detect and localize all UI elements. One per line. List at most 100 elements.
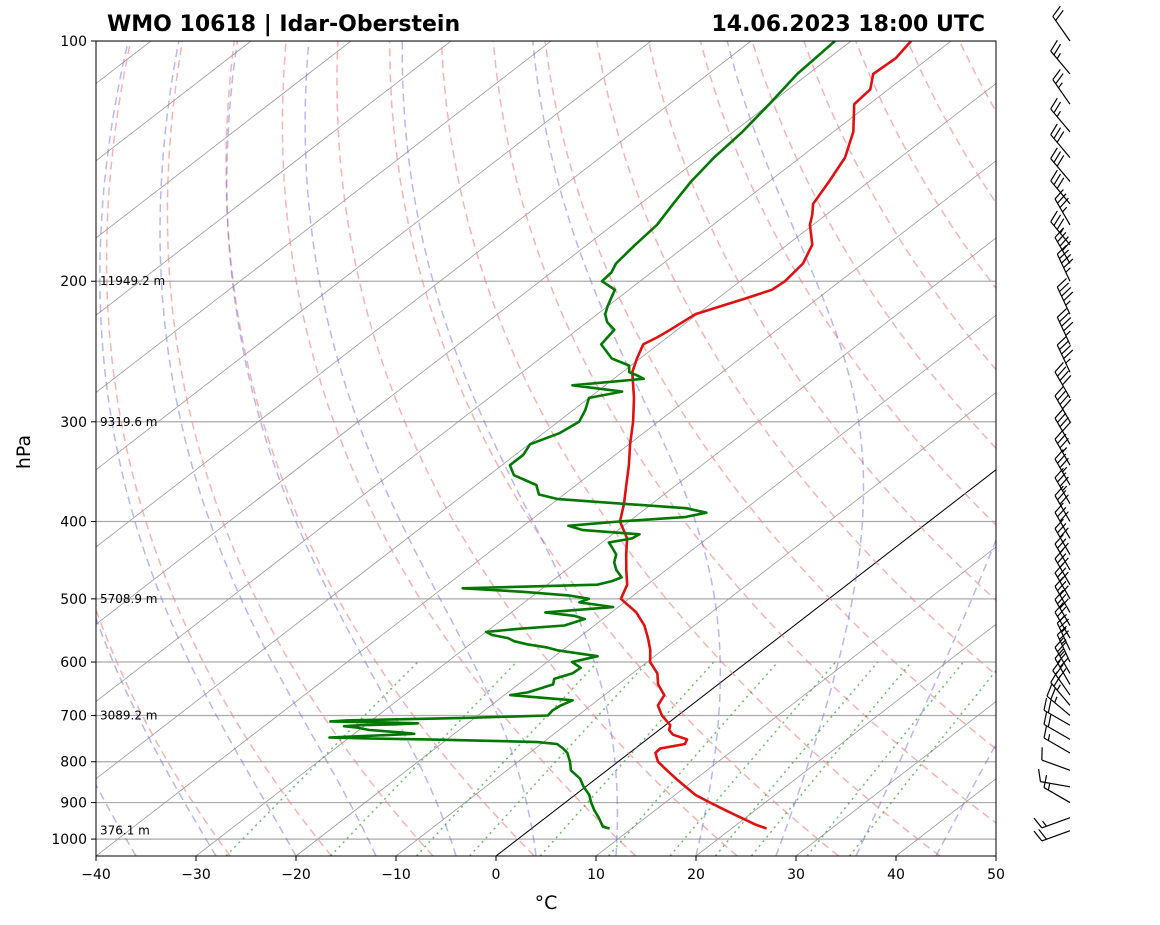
isotherm-line <box>96 41 852 625</box>
isotherm-line <box>96 41 252 162</box>
isotherm-line <box>96 41 552 393</box>
dry-adiabat <box>595 41 996 676</box>
height-label: 5708.9 m <box>100 592 158 606</box>
dry-adiabat <box>1115 41 1160 856</box>
temperature-line <box>618 41 912 830</box>
dry-adiabat <box>281 41 637 856</box>
wind-barb <box>1054 467 1071 505</box>
x-tick-label: 0 <box>492 867 501 883</box>
isotherm-line <box>795 700 996 856</box>
dry-adiabat <box>105 41 333 856</box>
dry-adiabat <box>647 41 996 602</box>
wind-barb <box>1052 659 1071 696</box>
x-tick-label: −30 <box>181 867 211 883</box>
wind-barb <box>1041 747 1071 771</box>
isotherm-line <box>96 82 996 780</box>
wind-barb <box>1052 5 1071 42</box>
wind-barb <box>1054 449 1071 486</box>
wind-barb <box>1056 308 1074 345</box>
dry-adiabat <box>544 41 996 750</box>
plot-frame <box>95 40 997 857</box>
moist-adiabat <box>532 41 722 856</box>
wind-barb <box>1050 97 1071 133</box>
x-tick-label: 30 <box>787 867 805 883</box>
mixing-ratio-line <box>669 661 837 856</box>
y-tick-label: 800 <box>60 755 87 771</box>
wind-barb <box>1054 637 1071 674</box>
moist-adiabat <box>935 742 996 856</box>
mixing-ratio-line <box>750 661 913 856</box>
moist-adiabat <box>1016 41 1160 856</box>
wind-barb <box>1050 210 1071 246</box>
wind-barb <box>1054 429 1071 466</box>
mixing-ratio-line <box>849 669 996 856</box>
wind-barb <box>1050 147 1071 182</box>
wind-barb <box>1054 485 1071 522</box>
isotherm-line <box>96 41 452 316</box>
x-tick-label: −20 <box>281 867 311 883</box>
dry-adiabat <box>225 41 535 856</box>
dry-adiabat <box>906 41 996 205</box>
moist-adiabat <box>159 41 377 856</box>
wind-barb <box>1054 385 1072 423</box>
wind-barb <box>1056 277 1074 315</box>
dry-adiabat <box>855 41 996 290</box>
axis-ticks: −40 −30 −20 −10 0 10 20 30 40 50 100 200 300 400 500 60… <box>51 34 1005 883</box>
wind-barb <box>1038 769 1071 788</box>
moist-adiabat <box>96 783 137 856</box>
wind-barb <box>1033 817 1071 829</box>
mixing-ratio-line <box>329 661 518 856</box>
y-tick-label: 900 <box>60 796 87 812</box>
dry-adiabat <box>1011 41 1160 856</box>
isotherm-line <box>895 778 996 856</box>
wind-barb <box>1056 244 1074 282</box>
chart-title-time: 14.06.2023 18:00 UTC <box>711 12 985 37</box>
wind-barb <box>1050 169 1071 205</box>
wind-barb <box>1054 502 1071 539</box>
wind-barb <box>1033 828 1071 842</box>
y-tick-label: 500 <box>60 592 87 608</box>
dry-adiabat <box>96 607 231 856</box>
mixing-ratio-line <box>714 661 879 856</box>
dry-adiabat <box>388 41 840 856</box>
height-label: 376.1 m <box>100 824 150 838</box>
x-tick-label: 40 <box>887 867 905 883</box>
wind-barb <box>1046 684 1071 716</box>
x-tick-label: 10 <box>587 867 605 883</box>
wind-barb <box>1054 534 1071 571</box>
wind-barb <box>1050 123 1071 159</box>
dry-adiabat <box>1063 41 1160 856</box>
moist-adiabat <box>99 41 297 856</box>
dry-adiabat <box>803 41 996 371</box>
height-label: 11949.2 m <box>100 274 165 288</box>
y-axis-label: hPa <box>13 435 35 469</box>
isotherm-line <box>96 41 352 239</box>
x-tick-label: 20 <box>687 867 705 883</box>
mixing-ratio-line <box>225 661 419 856</box>
moist-adiabat <box>855 538 996 856</box>
wind-barb <box>1054 408 1072 445</box>
isotherm-line <box>96 41 752 548</box>
isotherm-line <box>295 314 996 856</box>
wind-barb <box>1052 69 1071 105</box>
height-label: 3089.2 m <box>100 708 158 722</box>
y-tick-label: 100 <box>60 34 87 50</box>
wind-barb <box>1043 697 1071 726</box>
moist-adiabat <box>226 41 457 856</box>
dewpoint-line <box>328 41 836 830</box>
y-tick-label: 200 <box>60 274 87 290</box>
y-tick-label: 1000 <box>51 832 87 848</box>
height-label: 9319.6 m <box>100 415 158 429</box>
wind-barb <box>1043 711 1071 740</box>
isotherm-line <box>96 41 652 471</box>
zero-isotherm-line <box>495 469 996 856</box>
wind-barb <box>1054 648 1071 685</box>
isotherm-line <box>96 160 996 856</box>
adiabat-lines <box>96 41 1160 856</box>
dry-adiabat <box>699 41 996 527</box>
moist-adiabat <box>401 41 619 856</box>
moist-adiabat <box>96 616 217 856</box>
profile-series <box>328 41 912 830</box>
wind-barb <box>1054 362 1072 399</box>
